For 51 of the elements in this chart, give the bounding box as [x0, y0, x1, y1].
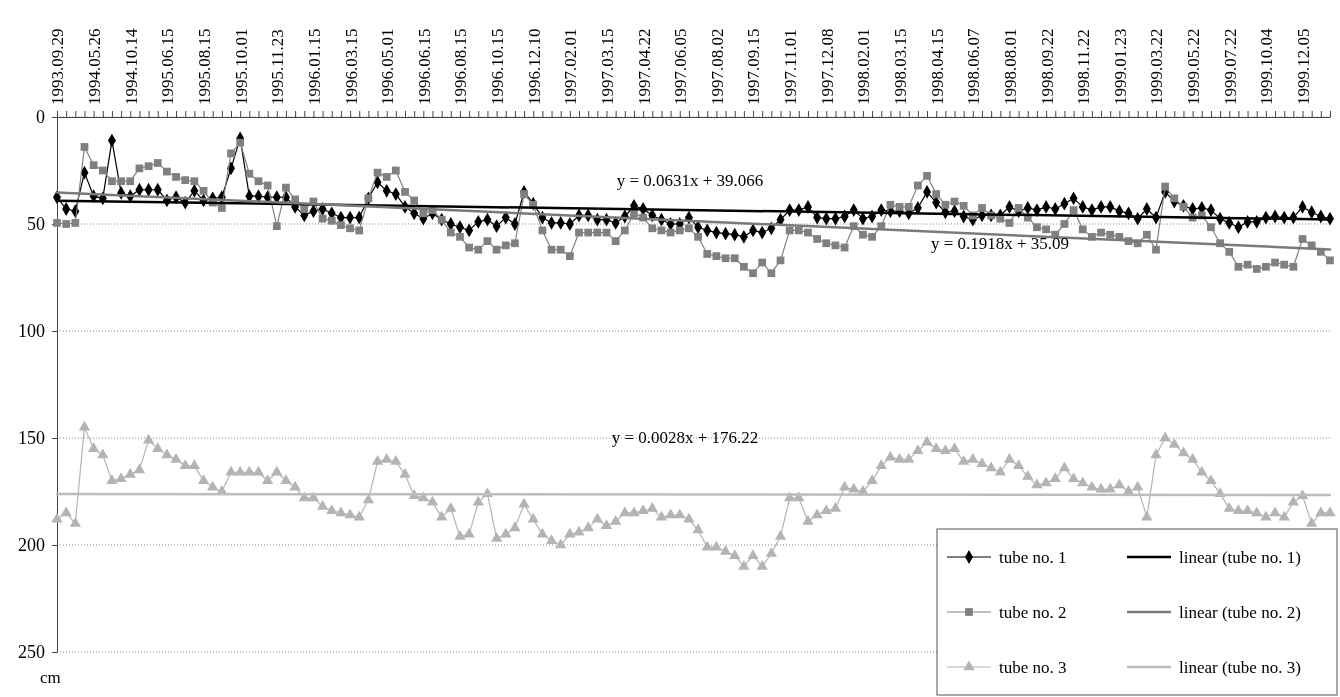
- legend-label: linear (tube no. 1): [1179, 547, 1301, 567]
- legend-label: linear (tube no. 3): [1179, 657, 1301, 677]
- x-tick-label: 1998.03.15: [891, 28, 911, 105]
- x-tick-label: 1995.11.23: [268, 29, 288, 105]
- x-tick-label: 1996.08.15: [451, 28, 471, 105]
- x-tick-label: 1997.03.15: [597, 28, 617, 105]
- x-tick-label: 1996.05.01: [378, 28, 398, 105]
- annotation: y = 0.0631x + 39.066: [616, 170, 764, 190]
- legend-label: tube no. 1: [999, 547, 1067, 567]
- y-tick-label: 150: [18, 428, 45, 449]
- y-axis-title: cm: [40, 668, 61, 687]
- x-tick-label: 1997.09.15: [744, 28, 764, 105]
- y-tick-label: 100: [18, 321, 45, 342]
- x-tick-label: 1993.09.29: [48, 28, 68, 105]
- x-tick-label: 1996.03.15: [341, 28, 361, 105]
- x-tick-label: 1998.09.22: [1037, 28, 1057, 105]
- x-tick-label: 1998.06.07: [964, 28, 984, 105]
- x-tick-label: 1999.05.22: [1184, 28, 1204, 105]
- y-tick-label: 200: [18, 535, 45, 556]
- x-tick-label: 1999.07.22: [1220, 28, 1240, 105]
- y-tick-label: 50: [27, 214, 45, 235]
- x-tick-label: 1999.01.23: [1110, 28, 1130, 105]
- y-tick-label: 0: [36, 107, 45, 128]
- x-tick-label: 1996.06.15: [414, 28, 434, 105]
- x-tick-label: 1999.12.05: [1293, 28, 1313, 105]
- x-tick-label: 1997.08.02: [707, 28, 727, 105]
- x-tick-label: 1998.11.22: [1074, 29, 1094, 105]
- legend-label: tube no. 3: [999, 657, 1067, 677]
- x-tick-label: 1997.12.08: [817, 28, 837, 105]
- x-tick-label: 1998.02.01: [854, 28, 874, 105]
- x-tick-label: 1995.06.15: [158, 28, 178, 105]
- x-tick-label: 1995.10.01: [231, 28, 251, 105]
- x-tick-label: 1998.04.15: [927, 28, 947, 105]
- x-tick-label: 1997.06.05: [671, 28, 691, 105]
- x-tick-label: 1999.10.04: [1257, 28, 1277, 105]
- legend-label: tube no. 2: [999, 602, 1067, 622]
- annotation: y = 0.0028x + 176.22: [611, 427, 759, 447]
- x-tick-label: 1997.11.01: [781, 29, 801, 105]
- annotation: y = 0.1918x + 35.09: [930, 233, 1070, 253]
- y-tick-label: 250: [18, 642, 45, 663]
- x-tick-label: 1997.04.22: [634, 28, 654, 105]
- x-tick-label: 1994.05.26: [85, 28, 105, 105]
- x-tick-label: 1999.03.22: [1147, 28, 1167, 105]
- x-tick-label: 1994.10.14: [121, 28, 141, 105]
- x-tick-label: 1996.01.15: [304, 28, 324, 105]
- x-tick-label: 1995.08.15: [194, 28, 214, 105]
- x-tick-label: 1998.08.01: [1000, 28, 1020, 105]
- x-tick-label: 1996.12.10: [524, 28, 544, 105]
- x-tick-label: 1996.10.15: [488, 28, 508, 105]
- legend-label: linear (tube no. 2): [1179, 602, 1301, 622]
- x-tick-label: 1997.02.01: [561, 28, 581, 105]
